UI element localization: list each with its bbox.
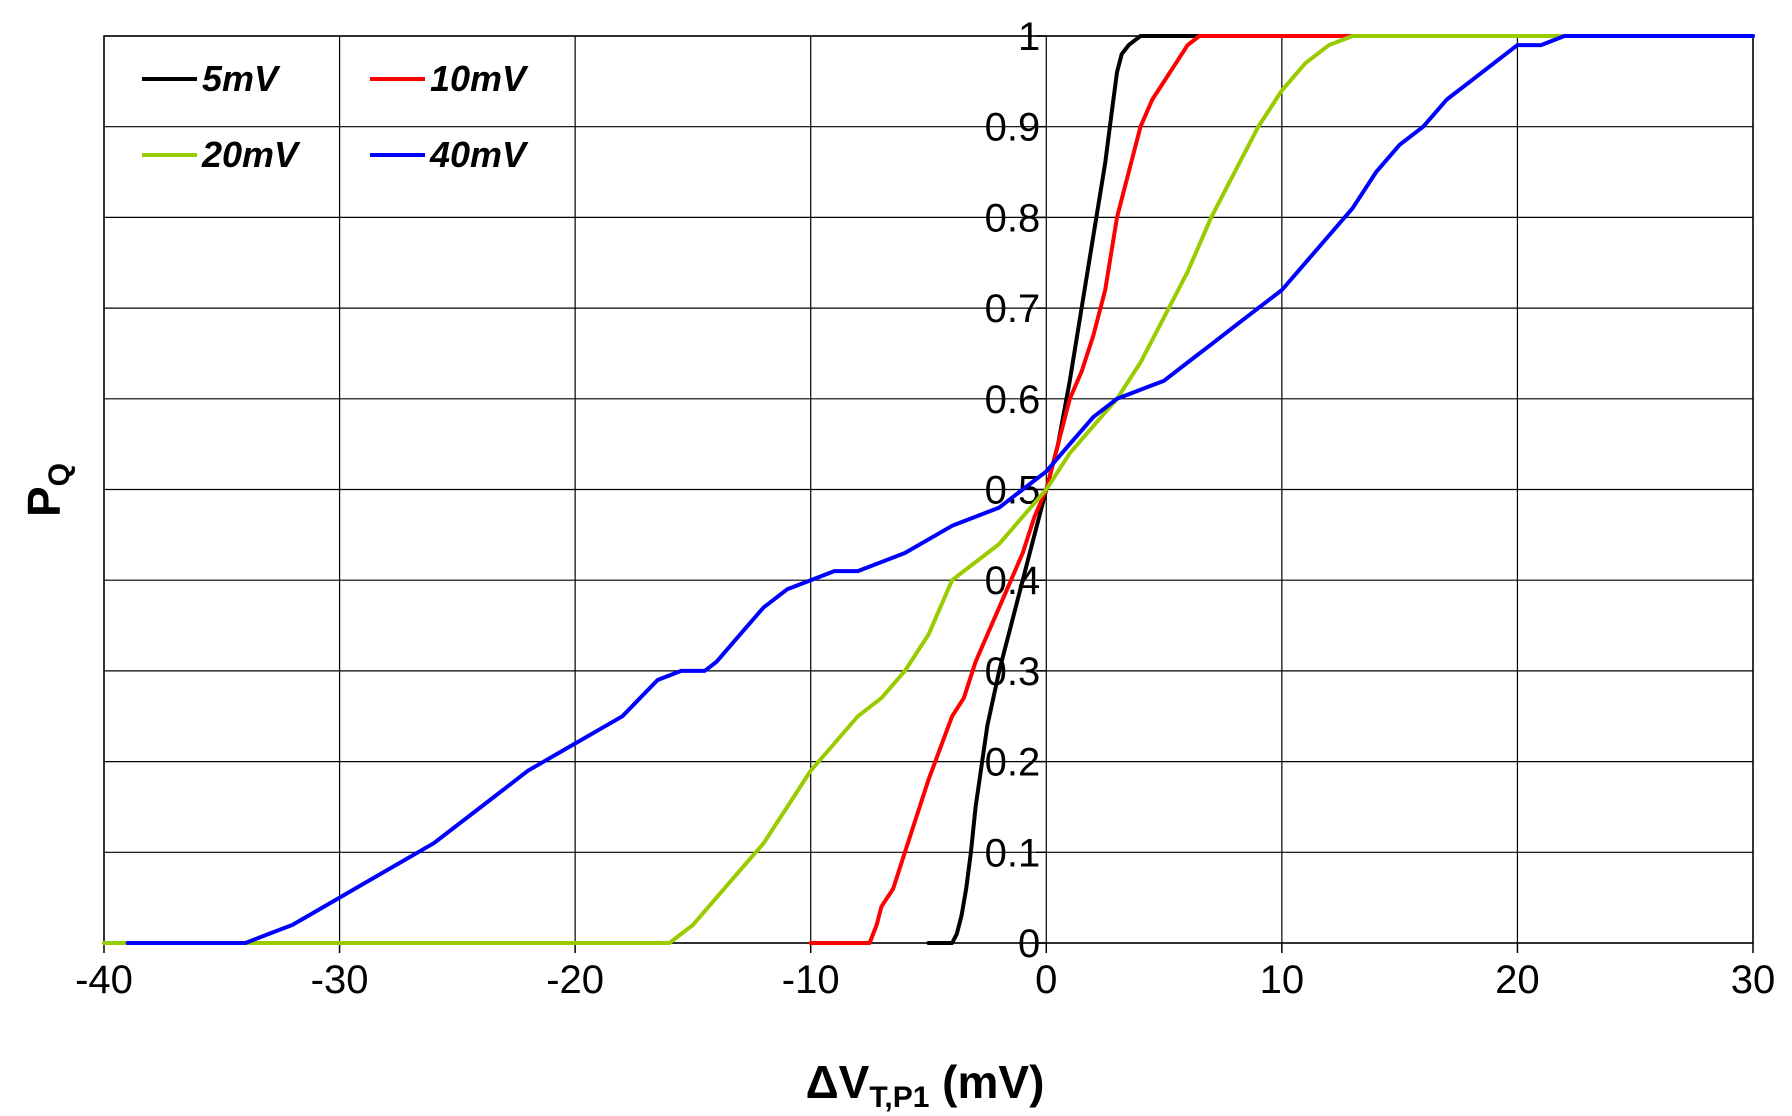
- y-axis-title: PQ: [18, 463, 76, 517]
- y-tick-label: 0.1: [985, 831, 1041, 875]
- x-tick-label: 0: [1035, 958, 1057, 1002]
- x-tick-label: -10: [782, 958, 840, 1002]
- x-tick-label: -30: [311, 958, 369, 1002]
- y-axis-title-sub: Q: [43, 463, 76, 486]
- legend-label-20mV: 20mV: [201, 134, 301, 175]
- x-axis-title: ΔVT,P1 (mV): [806, 1056, 1045, 1114]
- x-tick-label: 30: [1731, 958, 1776, 1002]
- x-tick-label: 10: [1260, 958, 1305, 1002]
- legend-label-5mV: 5mV: [202, 58, 281, 99]
- y-tick-label: 0.6: [985, 378, 1041, 422]
- legend-label-10mV: 10mV: [430, 58, 529, 99]
- y-tick-label: 1: [1018, 15, 1040, 59]
- y-tick-label: 0.3: [985, 650, 1041, 694]
- y-tick-label: 0.2: [985, 741, 1041, 785]
- y-tick-label: 0.9: [985, 106, 1041, 150]
- x-tick-label: -20: [546, 958, 604, 1002]
- legend-label-40mV: 40mV: [429, 134, 529, 175]
- y-tick-label: 0.8: [985, 196, 1041, 240]
- legend: 5mV 10mV 20mV 40mV: [142, 58, 529, 175]
- y-tick-label: 0: [1018, 922, 1040, 966]
- x-tick-label: 20: [1495, 958, 1540, 1002]
- y-axis-title-main: P: [18, 486, 70, 517]
- x-tick-label: -40: [75, 958, 133, 1002]
- y-axis-tick-labels: 00.10.20.30.40.50.60.70.80.91: [985, 15, 1041, 966]
- x-axis-title-unit: (mV): [929, 1056, 1044, 1108]
- x-axis-title-main: ΔV: [806, 1056, 870, 1108]
- x-axis-tick-labels: -40 -30 -20 -10 0 10 20 30: [75, 958, 1775, 1002]
- x-axis-title-sub: T,P1: [869, 1081, 929, 1114]
- series-lines: [102, 34, 1755, 945]
- series-line-40mV: [125, 34, 1755, 945]
- series-line-20mV: [102, 34, 1755, 945]
- y-tick-label: 0.7: [985, 287, 1041, 331]
